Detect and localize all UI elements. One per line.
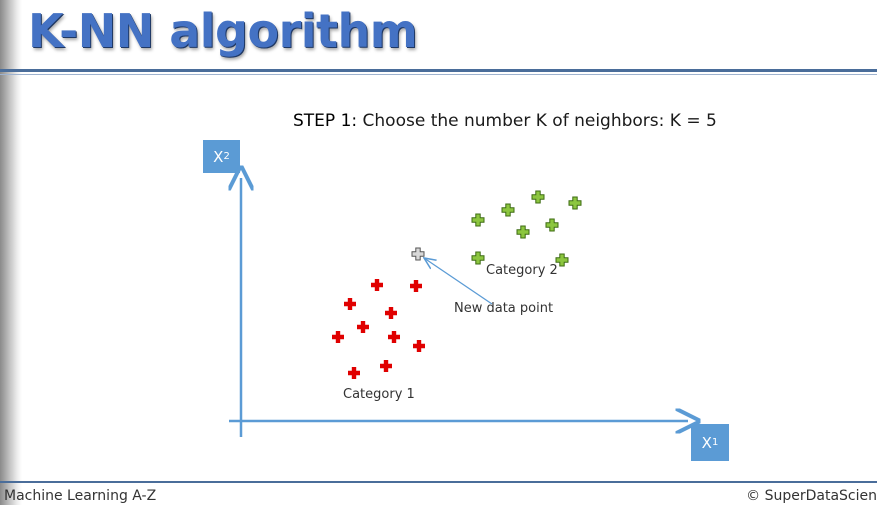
category-2-point [568,196,582,210]
category-1-point [388,331,400,343]
x1-subscript: 1 [711,437,719,448]
category-1-point [371,279,383,291]
slide-title: K-NN algorithm [28,4,418,58]
category-1-point [344,298,356,310]
step-text: Choose the number K of neighbors: K = 5 [357,111,717,131]
new-point-pointer-arrow [424,258,493,305]
category-1-point [385,307,397,319]
footer-copyright: © SuperDataScien [746,488,877,504]
category-2-point [501,203,515,217]
category-1-point [380,360,392,372]
x2-letter: X [213,147,224,166]
category-1-point [332,331,344,343]
title-underline-thin [0,74,877,75]
category-2-label: Category 2 [486,263,558,278]
category-2-point [545,218,559,232]
new-data-point [411,247,425,261]
step-prefix: STEP 1: [293,111,358,131]
x1-letter: X [701,433,712,452]
category-2-point [471,213,485,227]
left-edge-shadow [0,0,22,505]
category-1-point [348,367,360,379]
new-data-point-label: New data point [454,301,554,316]
data-points [332,190,582,379]
title-underline [0,69,877,72]
x2-subscript: 2 [223,151,230,162]
category-1-point [357,321,369,333]
category-2-point [471,251,485,265]
category-1-point [410,280,422,292]
category-2-point [555,253,569,267]
category-1-point [413,340,425,352]
category-1-label: Category 1 [343,387,415,402]
category-2-point [516,225,530,239]
footer-course-name: Machine Learning A-Z [4,488,157,504]
footer-divider [0,481,877,483]
step-instruction: STEP 1: Choose the number K of neighbors… [293,111,717,131]
category-2-point [531,190,545,204]
